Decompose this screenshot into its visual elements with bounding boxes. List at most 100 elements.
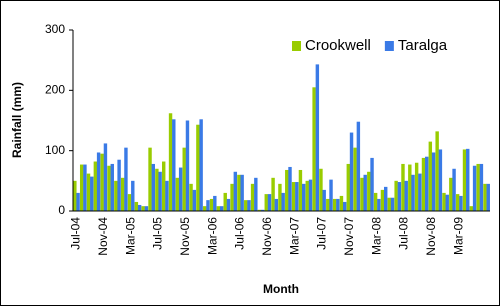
bar [404, 180, 408, 211]
bar [387, 197, 392, 211]
bar [349, 132, 354, 211]
bar [414, 162, 419, 211]
bar [114, 180, 118, 211]
bar [370, 157, 374, 211]
bar [271, 177, 275, 211]
x-tick-label: Mar-09 [451, 217, 465, 255]
bar [360, 177, 364, 211]
bar [203, 206, 207, 211]
bar [295, 182, 299, 211]
bar [264, 194, 268, 211]
bar [469, 206, 474, 211]
bar [322, 189, 326, 211]
bar [452, 168, 456, 211]
bar [411, 174, 415, 211]
bar [298, 169, 303, 211]
bar [165, 180, 169, 211]
x-tick-label: Nov-04 [96, 217, 110, 256]
bar [223, 192, 227, 211]
x-axis-title: Month [263, 282, 299, 296]
bar [155, 168, 159, 211]
bar [291, 182, 296, 211]
bar [178, 167, 183, 211]
bar [260, 209, 265, 211]
bar [332, 198, 337, 211]
bar [486, 183, 490, 211]
bar [83, 164, 87, 211]
bar [363, 174, 367, 211]
legend-key [292, 41, 301, 51]
bar [394, 180, 398, 211]
bar [162, 161, 166, 211]
bar [326, 198, 330, 211]
legend-label: Crookwell [305, 37, 371, 54]
bar [408, 164, 412, 211]
bar [76, 192, 80, 211]
bar [418, 173, 422, 211]
bar [401, 163, 405, 211]
bar [479, 163, 484, 211]
bar [172, 119, 176, 211]
bar [144, 206, 149, 211]
bar [254, 177, 258, 211]
x-tick-label: Mar-07 [287, 217, 301, 255]
bar [274, 198, 279, 211]
bar [250, 183, 255, 211]
x-tick-label: Mar-08 [369, 217, 383, 255]
bar [288, 166, 292, 211]
bar [267, 194, 272, 211]
bar [219, 206, 224, 211]
bar [100, 153, 104, 211]
bar [308, 179, 313, 211]
bar [134, 201, 139, 211]
bar [384, 186, 388, 211]
x-tick-label: Mar-05 [123, 217, 137, 255]
bar [438, 149, 443, 211]
bar [442, 192, 446, 211]
bar [336, 198, 340, 211]
bar [285, 169, 289, 211]
bar [189, 183, 193, 211]
bar [230, 183, 234, 211]
bar [131, 180, 135, 211]
bar [455, 194, 460, 211]
bar [431, 152, 436, 211]
bar [244, 200, 248, 211]
bar [380, 189, 385, 211]
bar [137, 204, 142, 211]
bar [182, 147, 186, 211]
bar [103, 143, 108, 211]
bar [339, 195, 344, 211]
bar [373, 192, 378, 211]
bar [199, 119, 203, 211]
x-tick-label: Jul-07 [315, 217, 329, 250]
x-tick-label: Jul-06 [233, 217, 247, 250]
y-tick-label: 0 [58, 203, 65, 217]
bar [73, 180, 77, 211]
x-tick-label: Nov-05 [178, 217, 192, 256]
bar [117, 159, 121, 211]
bar [462, 149, 467, 211]
x-tick-label: Nov-06 [260, 217, 274, 256]
bar [196, 124, 200, 211]
bar [209, 198, 214, 211]
bar [342, 201, 347, 211]
bar [93, 161, 98, 211]
bar [175, 177, 180, 211]
y-axis-title: Rainfall (mm) [10, 82, 24, 158]
bar [240, 174, 244, 211]
bar [483, 183, 487, 211]
bar [124, 147, 128, 211]
bar [281, 192, 285, 211]
x-tick-label: Jul-08 [397, 217, 411, 250]
bar [425, 156, 429, 211]
bar [278, 183, 282, 211]
y-tick-label: 100 [45, 143, 65, 157]
legend-label: Taralga [398, 37, 448, 54]
bar [476, 163, 480, 211]
bar [435, 131, 439, 211]
y-tick-label: 200 [45, 83, 65, 97]
bar [315, 64, 320, 211]
bar [127, 194, 132, 211]
bar [79, 164, 84, 211]
